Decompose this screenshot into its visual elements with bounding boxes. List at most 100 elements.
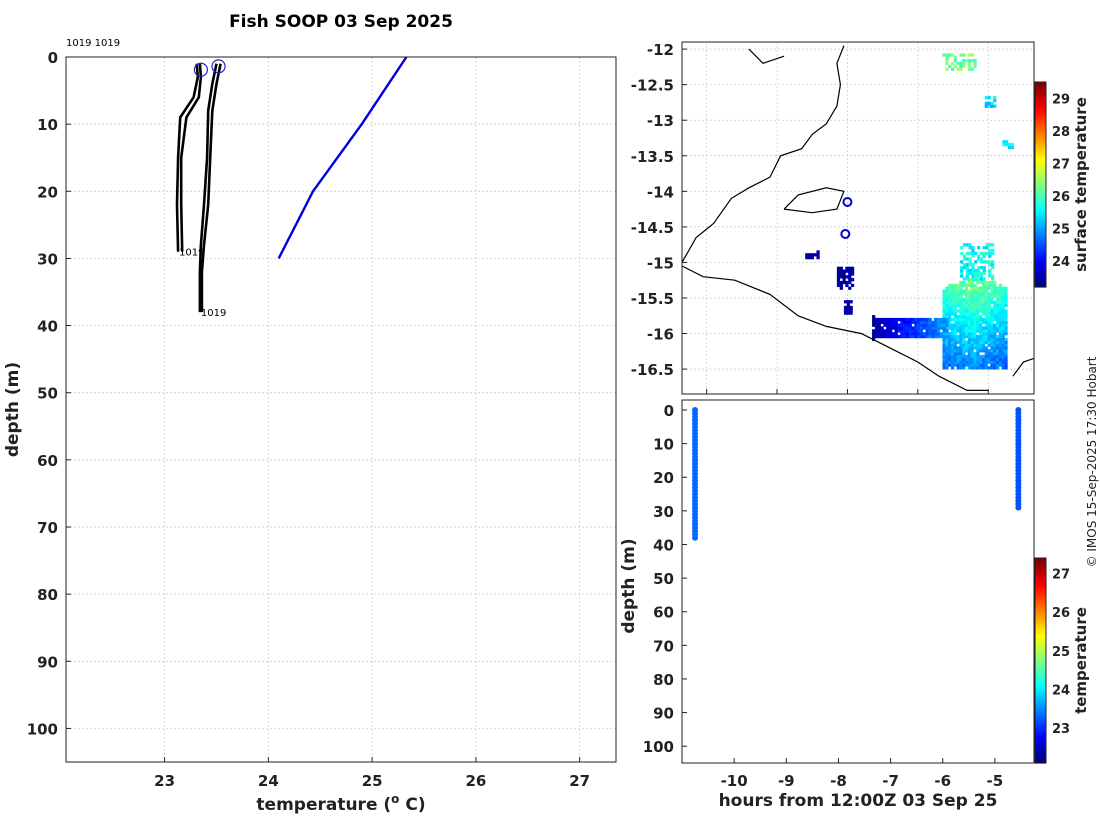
section-x-tick-label: -7 bbox=[882, 772, 899, 790]
sst-pixel bbox=[891, 332, 896, 336]
sst-pixel bbox=[922, 320, 926, 324]
sst-pixel bbox=[962, 53, 966, 57]
sst-pixel bbox=[1001, 295, 1005, 299]
sst-pixel bbox=[967, 352, 972, 356]
sst-pixel bbox=[970, 363, 974, 367]
sst-pixel bbox=[987, 317, 991, 322]
sst-pixel bbox=[965, 286, 969, 290]
sst-pixel bbox=[993, 360, 997, 364]
sst-pixel bbox=[1004, 357, 1008, 361]
sst-pixel bbox=[959, 317, 963, 322]
sst-pixel bbox=[816, 250, 820, 254]
sst-pixel bbox=[934, 323, 938, 327]
sst-pixel bbox=[908, 323, 912, 327]
sst-pixel bbox=[976, 315, 980, 319]
sst-pixel bbox=[891, 326, 896, 330]
sst-pixel bbox=[845, 275, 849, 279]
sst-pixel bbox=[990, 334, 994, 339]
sst-pixel bbox=[976, 266, 981, 270]
sst-pixel bbox=[981, 289, 986, 293]
sst-pixel bbox=[880, 326, 884, 330]
sst-pixel bbox=[991, 243, 995, 247]
sst-pixel bbox=[988, 263, 992, 267]
section-frame bbox=[681, 399, 1035, 764]
sst-pixel bbox=[976, 289, 980, 293]
sst-pixel bbox=[959, 309, 963, 313]
sst-pixel bbox=[925, 329, 929, 333]
station-marker bbox=[840, 229, 851, 239]
sst-pixel bbox=[987, 352, 991, 356]
sst-pixel bbox=[995, 354, 1000, 359]
y-tick-label: 90 bbox=[37, 653, 58, 671]
section-y-axis-label: depth (m) bbox=[619, 538, 639, 633]
sst-pixel bbox=[967, 326, 972, 330]
sst-pixel bbox=[981, 326, 986, 330]
sst-pixel bbox=[956, 309, 960, 313]
sst-pixel bbox=[950, 334, 955, 339]
sst-pixel bbox=[962, 357, 966, 361]
sst-pixel bbox=[950, 303, 955, 307]
sst-pixel bbox=[984, 317, 988, 322]
sst-pixel bbox=[874, 320, 879, 324]
sst-pixel bbox=[956, 334, 960, 339]
sst-pixel bbox=[925, 320, 929, 324]
sst-pixel bbox=[900, 326, 904, 330]
sst-pixel bbox=[962, 332, 966, 336]
sst-pixel bbox=[950, 295, 955, 299]
sst-pixel bbox=[984, 363, 988, 367]
sst-pixel bbox=[1004, 286, 1008, 290]
sst-pixel bbox=[810, 253, 815, 257]
sst-pixel bbox=[953, 59, 957, 63]
sst-pixel bbox=[965, 360, 969, 364]
sst-pixel bbox=[970, 312, 974, 316]
sst-pixel bbox=[965, 277, 969, 281]
sst-pixel bbox=[836, 278, 841, 282]
sst-pixel bbox=[1001, 360, 1005, 364]
sst-pixel bbox=[928, 320, 932, 324]
temperature-colorbar-swatch bbox=[1035, 718, 1046, 723]
sst-pixel bbox=[908, 334, 912, 339]
sst-pixel bbox=[979, 320, 983, 324]
sst-colorbar-swatch bbox=[1035, 177, 1046, 182]
sst-pixel bbox=[970, 352, 974, 356]
sst-pixel bbox=[942, 292, 946, 296]
sst-pixel bbox=[984, 303, 988, 307]
sst-pixel bbox=[842, 269, 846, 273]
temperature-colorbar-swatch bbox=[1035, 571, 1046, 576]
sst-pixel bbox=[945, 363, 949, 367]
sst-pixel bbox=[990, 289, 994, 293]
sst-pixel bbox=[965, 292, 969, 296]
y-tick-label: 50 bbox=[37, 385, 58, 403]
section-x-tick-label: -9 bbox=[778, 772, 795, 790]
sst-pixel bbox=[984, 320, 988, 324]
sst-pixel bbox=[839, 269, 843, 273]
sst-pixel bbox=[945, 340, 949, 344]
sst-pixel bbox=[950, 360, 955, 364]
sst-pixel bbox=[950, 292, 955, 296]
sst-pixel bbox=[995, 323, 1000, 327]
sst-pixel bbox=[908, 326, 912, 330]
sst-pixel bbox=[877, 326, 881, 330]
section-y-tick-label: 20 bbox=[653, 469, 674, 487]
sst-pixel bbox=[953, 337, 957, 342]
sst-pixel bbox=[948, 300, 952, 305]
sst-pixel bbox=[967, 309, 972, 313]
sst-pixel bbox=[945, 337, 949, 342]
sst-pixel bbox=[995, 334, 1000, 339]
sst-pixel bbox=[965, 257, 969, 261]
temperature-colorbar-tick-label: 25 bbox=[1052, 645, 1070, 660]
sst-pixel bbox=[995, 300, 1000, 305]
sst-pixel bbox=[846, 308, 850, 312]
sst-pixel bbox=[981, 337, 986, 342]
sst-pixel bbox=[976, 286, 980, 290]
temperature-colorbar-swatch bbox=[1035, 599, 1046, 604]
sst-pixel bbox=[967, 315, 972, 319]
sst-pixel bbox=[990, 320, 994, 324]
sst-pixel bbox=[931, 323, 935, 327]
map-content bbox=[682, 42, 1034, 394]
sst-pixel bbox=[948, 317, 952, 322]
sst-pixel bbox=[988, 274, 992, 278]
sst-pixel bbox=[987, 349, 991, 353]
sst-pixel bbox=[846, 302, 850, 307]
sst-pixel bbox=[934, 329, 938, 333]
